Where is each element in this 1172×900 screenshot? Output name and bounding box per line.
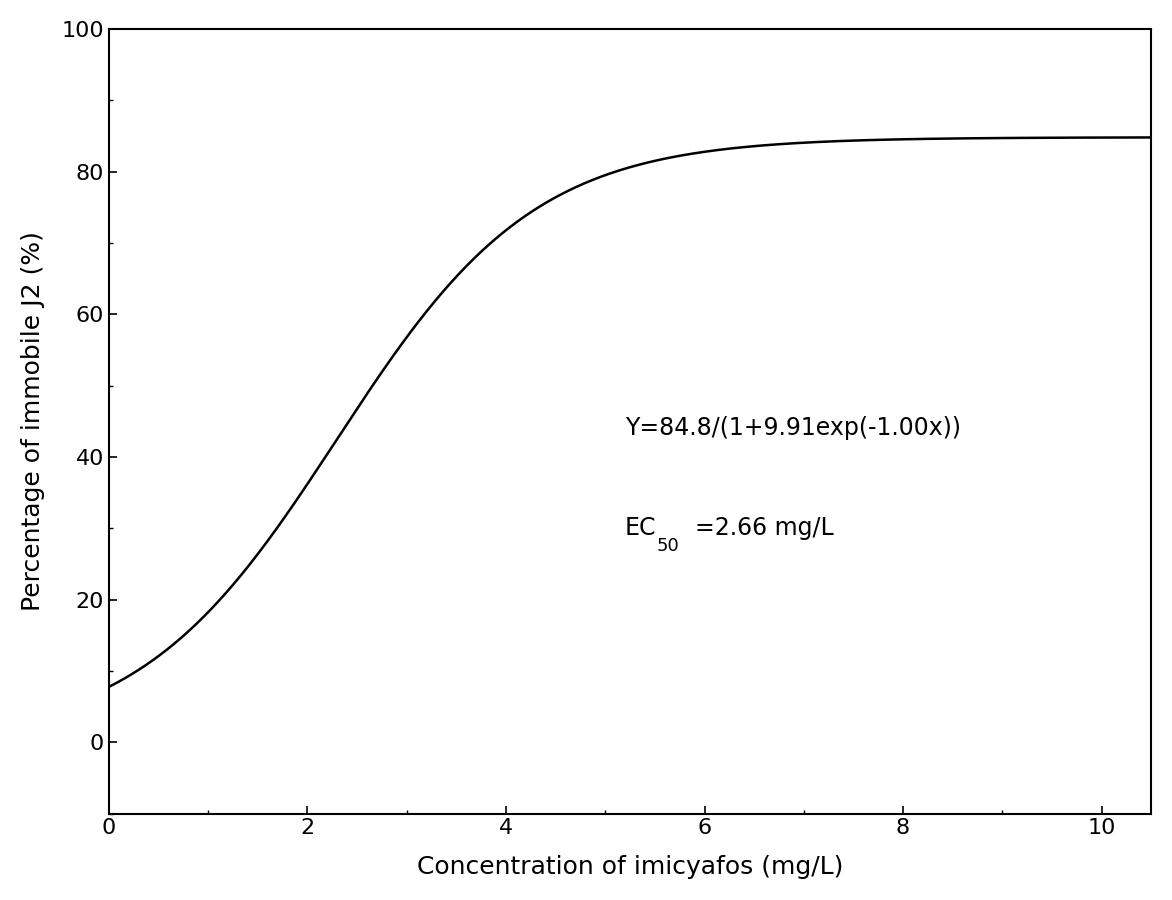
- Text: 50: 50: [656, 537, 680, 555]
- Text: =2.66 mg/L: =2.66 mg/L: [695, 517, 833, 540]
- Y-axis label: Percentage of immobile J2 (%): Percentage of immobile J2 (%): [21, 231, 45, 611]
- Text: Y=84.8/(1+9.91exp(-1.00x)): Y=84.8/(1+9.91exp(-1.00x)): [625, 417, 961, 440]
- X-axis label: Concentration of imicyafos (mg/L): Concentration of imicyafos (mg/L): [417, 855, 844, 879]
- Text: EC: EC: [625, 517, 656, 540]
